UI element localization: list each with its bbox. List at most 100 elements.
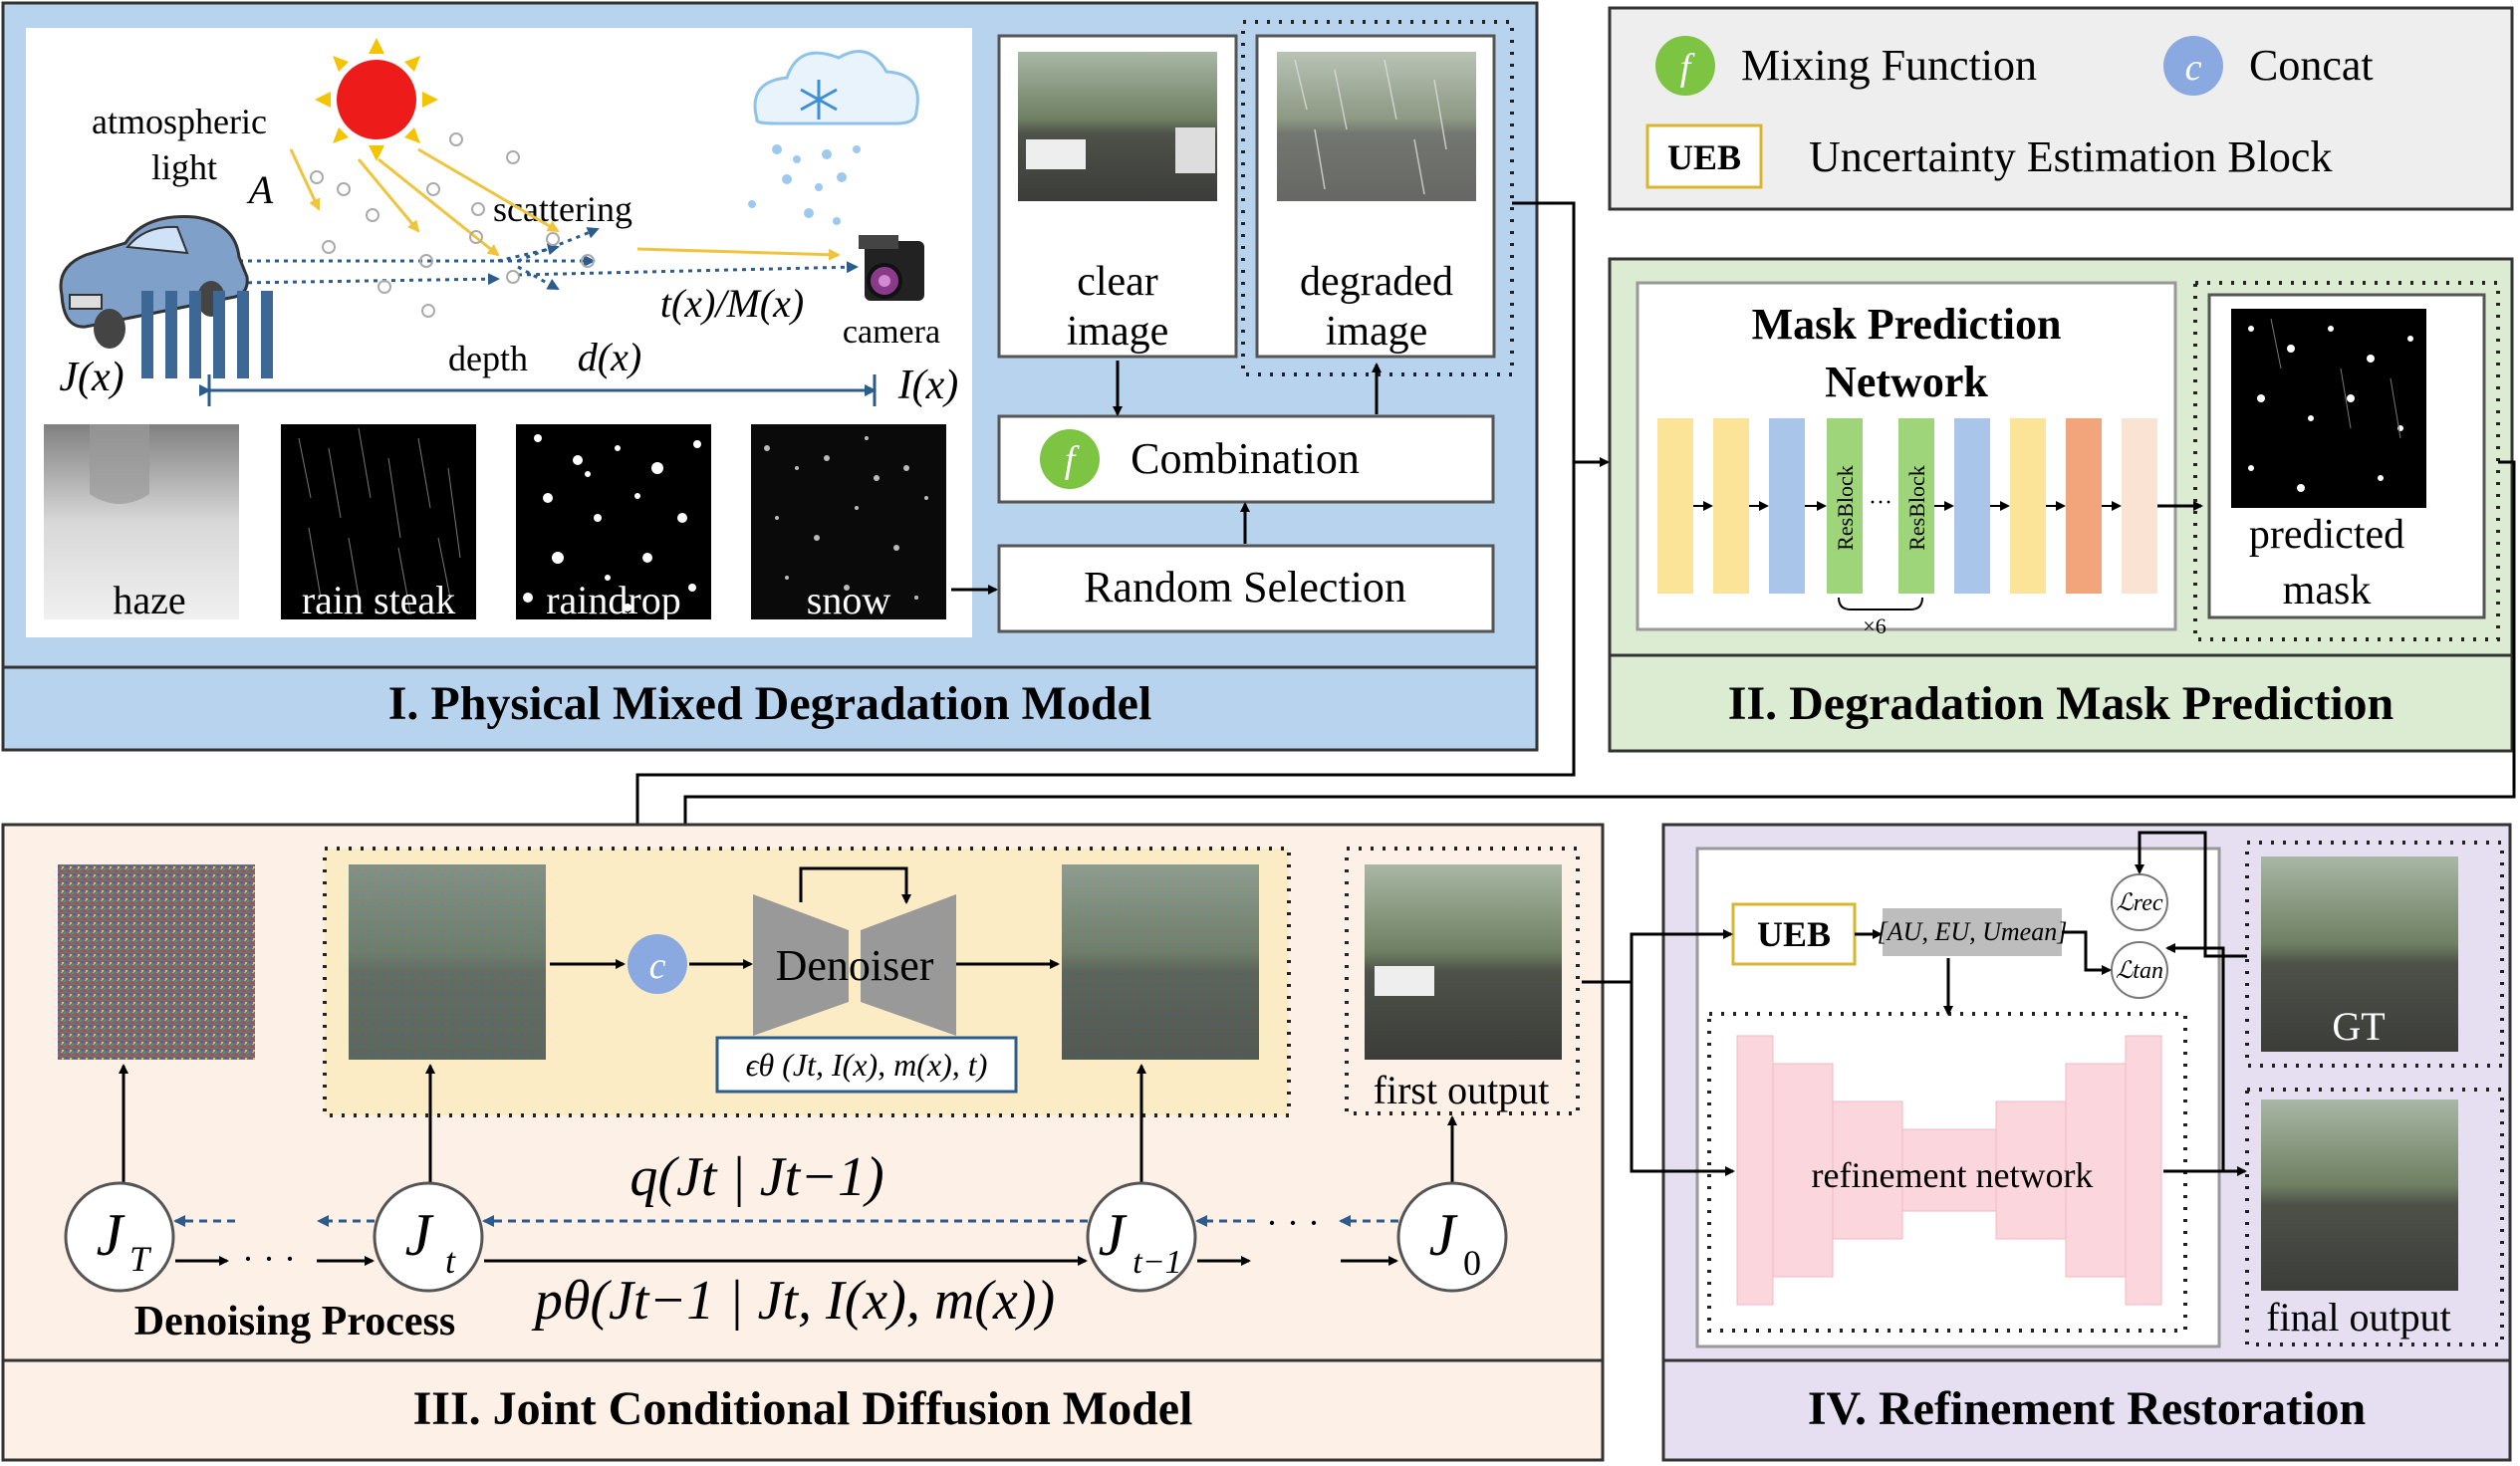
snow-cloud-icon: [748, 50, 919, 225]
degraded-label-1: degraded: [1300, 259, 1453, 305]
loss-rec-label: ℒrec: [2116, 890, 2162, 916]
predicted-mask-label-2: mask: [2283, 568, 2372, 613]
scattering-label: scattering: [493, 189, 632, 229]
predicted-mask-label-1: predicted: [2249, 512, 2404, 558]
mixing-function-icon: [1040, 429, 1100, 489]
camera-label: camera: [843, 314, 940, 351]
loss-rec-node: [2111, 873, 2168, 931]
node-jT: J T: [64, 1181, 175, 1293]
concat-icon: [628, 934, 687, 994]
legend-concat-icon: [2163, 36, 2223, 96]
noise-predictor-formula: ϵθ (Jt, I(x), m(x), t): [746, 1047, 988, 1083]
degraded-label-2: image: [1326, 309, 1428, 355]
clear-label-2: image: [1067, 309, 1169, 355]
atmospheric-label-2: light: [151, 147, 217, 187]
concat-symbol: c: [649, 945, 666, 987]
random-selection-box: [997, 544, 1495, 633]
forward-process-formula: q(Jt | Jt−1): [630, 1146, 883, 1208]
panel4-title: IV. Refinement Restoration: [1808, 1382, 2366, 1435]
panel2-title: II. Degradation Mask Prediction: [1728, 677, 2394, 730]
resblock-label-2: ResBlock: [1904, 465, 1929, 551]
camera-icon: [859, 235, 924, 301]
mask-network-layers: [1657, 418, 2157, 594]
panel1-title: I. Physical Mixed Degradation Model: [388, 677, 1152, 730]
haze-label: haze: [113, 578, 185, 622]
ellipsis-right: · · ·: [1266, 1203, 1320, 1243]
ueb-label: UEB: [1757, 914, 1831, 954]
gt-image: [2261, 856, 2458, 1052]
atmospheric-label-1: atmospheric: [92, 102, 267, 141]
legend-box: f Mixing Function c Concat UEB Uncertain…: [1608, 6, 2514, 211]
degradation-thumbnails: haze rain steak raindrop snow: [44, 424, 946, 622]
legend-mixing-icon: [1655, 36, 1715, 96]
random-selection-label: Random Selection: [1084, 563, 1406, 611]
denoising-process-label: Denoising Process: [134, 1299, 455, 1344]
node-jt-sub: t: [445, 1241, 456, 1281]
resblock-layer-1: [1827, 418, 1863, 594]
legend-ueb-label: Uncertainty Estimation Block: [1809, 132, 2332, 181]
raindrop-label: raindrop: [546, 578, 681, 622]
uncertainty-box: [1883, 908, 2062, 956]
pure-noise-image: [58, 864, 255, 1060]
reverse-process-formula: pθ(Jt−1 | Jt, I(x), m(x)): [531, 1270, 1055, 1332]
node-jT-sub: T: [129, 1239, 152, 1279]
rain-streak-thumbnail: [281, 424, 476, 619]
scene-radiance-label: J(x): [59, 355, 124, 400]
clear-label-1: clear: [1077, 259, 1158, 305]
refinement-network-label: refinement network: [1812, 1155, 2094, 1195]
atmospheric-symbol: A: [246, 167, 274, 212]
node-jt-symbol: J: [405, 1202, 434, 1268]
resblock-label-1: ResBlock: [1833, 465, 1858, 551]
final-output-image: [2261, 1100, 2458, 1291]
panel3-title: III. Joint Conditional Diffusion Model: [413, 1382, 1193, 1435]
refinement-network-shape: [1736, 1035, 2162, 1306]
panel-physical-degradation: I. Physical Mixed Degradation Model: [1, 1, 1539, 752]
first-output-frame: [1345, 847, 1580, 1115]
node-jt: J t: [373, 1181, 484, 1293]
node-jt-minus-1-symbol: J: [1099, 1202, 1128, 1268]
node-jt-minus-1: J t−1: [1086, 1181, 1197, 1293]
transmission-label: t(x)/M(x): [660, 281, 804, 326]
resblock-repeat-count: ×6: [1863, 613, 1886, 638]
legend-ueb-tag-box: [1645, 123, 1763, 189]
clear-image: [1018, 52, 1217, 201]
final-output-frame: [2245, 1088, 2504, 1346]
noise-predictor-box: [715, 1036, 1018, 1094]
resblock-dots: ···: [1869, 490, 1892, 516]
combination-label: Combination: [1131, 434, 1360, 483]
first-output-label: first output: [1374, 1068, 1550, 1112]
node-jT-symbol: J: [97, 1202, 126, 1268]
legend-mixing-label: Mixing Function: [1741, 41, 2037, 90]
mask-network-title-2: Network: [1825, 358, 1988, 406]
resblock-layer-2: [1898, 418, 1934, 594]
rain-streak-label: rain steak: [302, 578, 455, 622]
panel-diffusion: III. Joint Conditional Diffusion Model c…: [1, 823, 1605, 1462]
snow-label: snow: [807, 578, 891, 622]
gt-label: GT: [2332, 1004, 2385, 1049]
loss-tan-node: [2111, 941, 2168, 999]
denoiser-label: Denoiser: [776, 941, 934, 990]
raindrop-thumbnail: [516, 424, 711, 619]
observed-image-label: I(x): [897, 363, 959, 408]
node-j0: J 0: [1396, 1181, 1508, 1293]
node-j0-sub: 0: [1463, 1243, 1481, 1283]
predicted-mask-image: [2231, 309, 2426, 508]
node-j0-symbol: J: [1429, 1202, 1458, 1268]
denoiser-block: Denoiser: [753, 894, 956, 1036]
final-output-label: final output: [2266, 1295, 2451, 1340]
legend-ueb-tag: UEB: [1667, 137, 1741, 177]
sun-icon: [315, 38, 438, 161]
loss-tan-label: ℒtan: [2116, 958, 2163, 984]
legend-concat-label: Concat: [2249, 41, 2374, 90]
legend-concat-symbol: c: [2185, 47, 2202, 89]
first-output-image: [1365, 864, 1562, 1060]
node-jt-minus-1-sub: t−1: [1133, 1244, 1181, 1281]
depth-label: depth: [448, 339, 528, 378]
uncertainty-label: [AU, EU, Umean]: [1878, 917, 2068, 946]
depth-symbol: d(x): [578, 335, 641, 379]
panel-refinement: IV. Refinement Restoration UEB [AU, EU, …: [1582, 823, 2512, 1462]
mask-network-title-1: Mask Prediction: [1752, 300, 2062, 349]
panel-mask-prediction: II. Degradation Mask Prediction Mask Pre…: [1608, 257, 2514, 753]
ellipsis-left: · · ·: [242, 1239, 296, 1279]
